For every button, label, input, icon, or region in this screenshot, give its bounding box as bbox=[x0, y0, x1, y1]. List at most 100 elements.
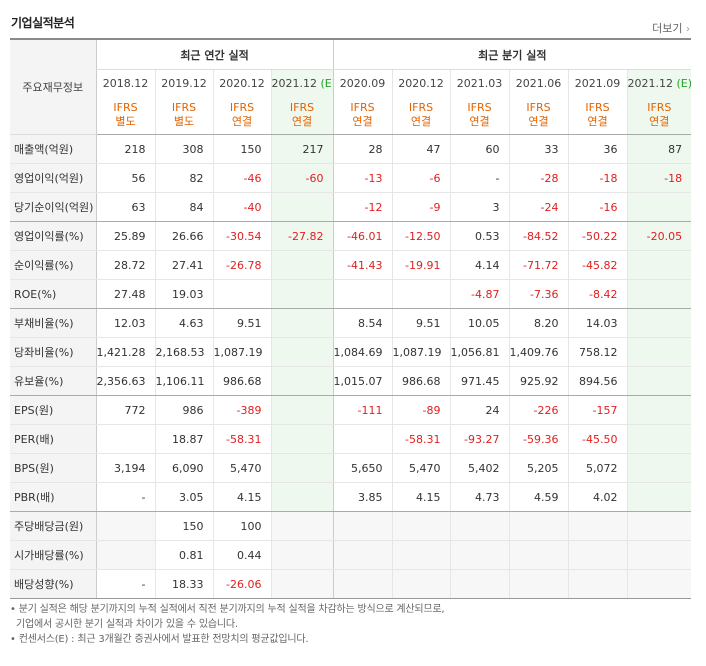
value-cell bbox=[95, 511, 155, 541]
value-cell: -40 bbox=[212, 192, 271, 222]
value-cell: 0.44 bbox=[212, 540, 271, 570]
period-label: 2020.12 bbox=[219, 76, 265, 90]
value-cell: 36 bbox=[567, 134, 628, 164]
value-cell: 0.53 bbox=[449, 221, 510, 251]
table-row: BPS(원) 3,194 6,090 5,470 5,650 5,470 5,402 5,20… bbox=[10, 453, 692, 483]
row-label: PBR(배) bbox=[10, 482, 96, 512]
value-cell bbox=[449, 540, 510, 570]
value-cell: 26.66 bbox=[154, 221, 213, 251]
value-cell: 47 bbox=[391, 134, 451, 164]
value-cell bbox=[270, 308, 334, 338]
value-cell: 5,402 bbox=[449, 453, 510, 483]
ifrs-header: IFRS 별도 bbox=[95, 96, 155, 135]
value-cell bbox=[270, 250, 334, 280]
value-cell: 4.63 bbox=[154, 308, 213, 338]
period-header: 2021.12 (E) bbox=[626, 69, 692, 96]
value-cell bbox=[270, 337, 334, 367]
basis-label: 연결 bbox=[352, 115, 373, 128]
ifrs-label: IFRS bbox=[408, 101, 434, 114]
ifrs-header: IFRS 별도 bbox=[154, 96, 213, 135]
ifrs-header: IFRS 연결 bbox=[332, 96, 393, 135]
basis-label: 별도 bbox=[115, 115, 136, 128]
value-cell: -89 bbox=[391, 395, 451, 425]
value-cell: 3.85 bbox=[332, 482, 393, 512]
value-cell: 3,194 bbox=[95, 453, 155, 483]
value-cell bbox=[508, 569, 569, 599]
value-cell bbox=[391, 511, 451, 541]
period-header: 2020.09 bbox=[332, 69, 393, 96]
period-header: 2019.12 bbox=[154, 69, 213, 96]
value-cell bbox=[567, 540, 628, 570]
period-header: 2021.09 bbox=[567, 69, 628, 96]
value-cell: -12 bbox=[332, 192, 393, 222]
value-cell: -13 bbox=[332, 163, 393, 193]
value-cell: -26.06 bbox=[212, 569, 271, 599]
table-row: ROE(%) 27.48 19.03 -4.87 -7.36 -8.42 bbox=[10, 279, 692, 309]
value-cell: 28.72 bbox=[95, 250, 155, 280]
value-cell bbox=[95, 540, 155, 570]
value-cell: 4.73 bbox=[449, 482, 510, 512]
table-row: 매출액(억원) 218 308 150 217 28 47 60 33 36 87 bbox=[10, 134, 692, 164]
value-cell: 2,168.53 bbox=[154, 337, 213, 367]
table-row: PER(배) 18.87 -58.31 -58.31 -93.27 -59.36 -45.5… bbox=[10, 424, 692, 454]
value-cell: 218 bbox=[95, 134, 155, 164]
value-cell: 308 bbox=[154, 134, 213, 164]
row-label: 시가배당률(%) bbox=[10, 540, 96, 570]
table-row: 배당성향(%) -18.33 -26.06 bbox=[10, 569, 692, 599]
basis-label: 연결 bbox=[410, 115, 432, 128]
value-cell: 1,106.11 bbox=[154, 366, 213, 396]
value-cell: -18 bbox=[567, 163, 628, 193]
basis-label: 연결 bbox=[587, 115, 608, 128]
period-header: 2020.12 bbox=[391, 69, 451, 96]
value-cell bbox=[212, 279, 271, 309]
basis-label: 별도 bbox=[173, 115, 195, 128]
value-cell: 28 bbox=[332, 134, 393, 164]
row-label: EPS(원) bbox=[10, 395, 96, 425]
value-cell: -46.01 bbox=[332, 221, 393, 251]
value-cell: -46 bbox=[212, 163, 271, 193]
value-cell: 1,087.19 bbox=[212, 337, 271, 367]
row-label: 당좌비율(%) bbox=[10, 337, 96, 367]
value-cell: 60 bbox=[449, 134, 510, 164]
value-cell: -27.82 bbox=[270, 221, 334, 251]
row-label: 당기순이익(억원) bbox=[10, 192, 96, 222]
value-cell: 4.14 bbox=[449, 250, 510, 280]
value-cell bbox=[626, 540, 692, 570]
ifrs-label: IFRS bbox=[585, 101, 610, 114]
table-row: 주당배당금(원) 150 100 bbox=[10, 511, 692, 541]
value-cell: 25.89 bbox=[95, 221, 155, 251]
value-cell: -60 bbox=[270, 163, 334, 193]
value-cell: 10.05 bbox=[449, 308, 510, 338]
more-link[interactable]: 더보기 › bbox=[652, 20, 690, 36]
row-label: 배당성향(%) bbox=[10, 569, 96, 599]
value-cell bbox=[332, 540, 393, 570]
period-label: 2021.12 bbox=[627, 76, 674, 90]
basis-label: 연결 bbox=[231, 115, 253, 128]
value-cell: -389 bbox=[212, 395, 271, 425]
value-cell: 9.51 bbox=[212, 308, 271, 338]
value-cell bbox=[626, 250, 692, 280]
value-cell: 6,090 bbox=[154, 453, 213, 483]
ifrs-header: IFRS 연결 bbox=[449, 96, 510, 135]
value-cell: 63 bbox=[95, 192, 155, 222]
ifrs-label: IFRS bbox=[350, 101, 375, 114]
value-cell: 87 bbox=[626, 134, 692, 164]
value-cell: 4.15 bbox=[212, 482, 271, 512]
ifrs-label: IFRS bbox=[526, 101, 551, 114]
value-cell: -6 bbox=[391, 163, 451, 193]
table-row: 당기순이익(억원) 63 84 -40 -12 -9 3 -24 -16 bbox=[10, 192, 692, 222]
estimate-mark: (E) bbox=[676, 76, 692, 90]
value-cell: -12.50 bbox=[391, 221, 451, 251]
period-header: 2021.12 (E) bbox=[270, 69, 334, 96]
row-label: PER(배) bbox=[10, 424, 96, 454]
value-cell: 100 bbox=[212, 511, 271, 541]
period-header: 2020.12 bbox=[212, 69, 271, 96]
value-cell bbox=[626, 192, 692, 222]
value-cell: 894.56 bbox=[567, 366, 628, 396]
table-row: 유보율(%) 2,356.63 1,106.11 986.68 1,015.07 986.… bbox=[10, 366, 692, 396]
value-cell: 8.20 bbox=[508, 308, 569, 338]
row-label: 영업이익(억원) bbox=[10, 163, 96, 193]
value-cell: 5,470 bbox=[212, 453, 271, 483]
row-label: 유보율(%) bbox=[10, 366, 96, 396]
value-cell: -226 bbox=[508, 395, 569, 425]
